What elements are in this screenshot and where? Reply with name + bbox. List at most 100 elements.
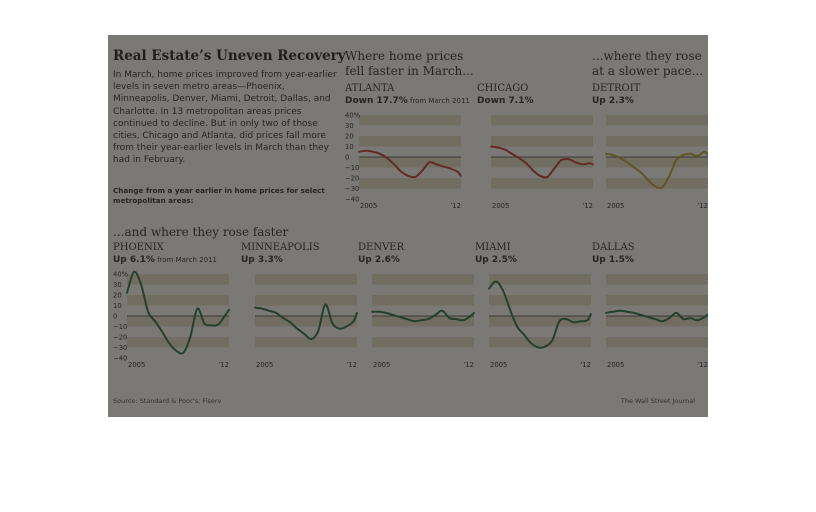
line-chart-chicago: 2005’12: [490, 115, 594, 210]
y-tick-label: 40%: [345, 111, 361, 119]
grid-band: [491, 115, 593, 126]
data-point: [504, 148, 506, 151]
grid-band: [606, 115, 708, 126]
data-point: [428, 161, 431, 164]
x-tick-label: 2005: [607, 202, 624, 210]
data-point: [633, 166, 636, 169]
y-tick-label: 20: [113, 291, 122, 299]
panel-miami: MIAMI Up 2.5% 2005 ’12: [475, 242, 593, 369]
data-point: [175, 349, 178, 352]
data-point: [140, 283, 142, 286]
data-point: [668, 175, 671, 177]
data-point: [406, 318, 409, 321]
data-point: [268, 309, 270, 312]
data-point: [675, 311, 678, 314]
grid-band: [489, 316, 591, 327]
y-tick-label: −20: [113, 333, 127, 341]
data-point: [633, 311, 636, 314]
data-point: [393, 163, 396, 166]
data-point: [296, 327, 299, 330]
data-point: [448, 317, 451, 319]
data-point: [275, 311, 278, 314]
grid-band: [255, 274, 357, 285]
y-tick-label: 0: [345, 153, 349, 161]
x-tick-label: ’12: [450, 202, 461, 210]
data-point: [154, 320, 157, 323]
data-point: [612, 154, 614, 156]
x-tick-label: ’12: [580, 361, 591, 369]
data-point: [696, 155, 699, 157]
grid-band: [372, 295, 474, 306]
data-point: [579, 320, 582, 323]
panel-title-dallas: DALLAS: [592, 242, 635, 253]
heading-slower-line1: ...where they rose: [592, 49, 702, 63]
data-point: [612, 310, 614, 313]
data-point: [441, 309, 444, 312]
data-point: [626, 310, 629, 313]
x-tick-label: ’12: [346, 361, 357, 369]
grid-band: [491, 178, 593, 189]
y-tick-label: −30: [113, 344, 127, 352]
panel-detroit: DETROIT Up 2.3% 2005 ’12: [592, 83, 708, 210]
data-point: [372, 150, 374, 153]
panel-title-phoenix: PHOENIX: [113, 242, 164, 253]
data-point: [537, 346, 540, 349]
y-tick-label: −10: [345, 164, 359, 172]
data-point: [289, 321, 292, 324]
data-point: [399, 316, 402, 318]
grid-band: [255, 295, 357, 306]
change-value: Up 1.5%: [592, 255, 634, 265]
data-point: [365, 149, 367, 152]
panel-change-dallas: Up 1.5%: [592, 255, 634, 265]
grid-band: [359, 178, 461, 189]
data-point: [456, 170, 459, 173]
data-point: [488, 287, 490, 290]
data-point: [567, 158, 570, 160]
panel-change-miami: Up 2.5%: [475, 255, 517, 265]
chart-title: Real Estate’s Uneven Recovery: [113, 48, 346, 64]
panel-title-atlanta: ATLANTA: [345, 83, 395, 94]
change-value: Down 17.7%: [345, 96, 408, 106]
grid-band: [372, 316, 474, 327]
panel-change-detroit: Up 2.3%: [592, 96, 634, 106]
heading-rose-slower: ...where they rose at a slower pace...: [592, 49, 703, 79]
change-value: Up 2.6%: [358, 255, 400, 265]
heading-fell-line2: fell faster in March...: [345, 64, 474, 78]
y-tick-label: 40%: [113, 270, 129, 278]
grid-band: [127, 274, 229, 285]
grid-band: [127, 337, 229, 348]
data-point: [551, 339, 554, 342]
grid-band: [359, 115, 461, 126]
data-point: [442, 165, 445, 168]
heading-rose-faster: ...and where they rose faster: [113, 225, 289, 239]
y-tick-label: 10: [113, 302, 122, 310]
y-tick-label: −40: [113, 354, 127, 362]
data-point: [619, 157, 621, 159]
y-tick-label: −30: [345, 185, 359, 193]
data-point: [282, 317, 285, 319]
data-point: [147, 310, 150, 313]
data-point: [518, 157, 521, 159]
panel-title-minneapolis: MINNEAPOLIS: [241, 242, 320, 253]
data-point: [668, 317, 671, 319]
change-note: from March 2011: [154, 256, 217, 264]
heading-fell-line1: Where home prices: [345, 49, 464, 63]
data-point: [161, 330, 164, 333]
data-point: [392, 314, 395, 316]
data-point: [675, 159, 678, 162]
data-point: [338, 327, 341, 330]
y-tick-label: 30: [345, 122, 354, 130]
data-point: [303, 332, 306, 335]
panel-title-chicago: CHICAGO: [477, 83, 529, 94]
data-point: [317, 329, 320, 332]
data-point: [682, 318, 685, 321]
data-point: [490, 145, 492, 148]
data-point: [310, 338, 313, 340]
data-point: [558, 320, 561, 323]
panel-change-atlanta: Down 17.7% from March 2011: [345, 96, 470, 106]
data-point: [565, 318, 568, 321]
x-tick-label: 2005: [607, 361, 624, 369]
data-point: [345, 325, 348, 328]
